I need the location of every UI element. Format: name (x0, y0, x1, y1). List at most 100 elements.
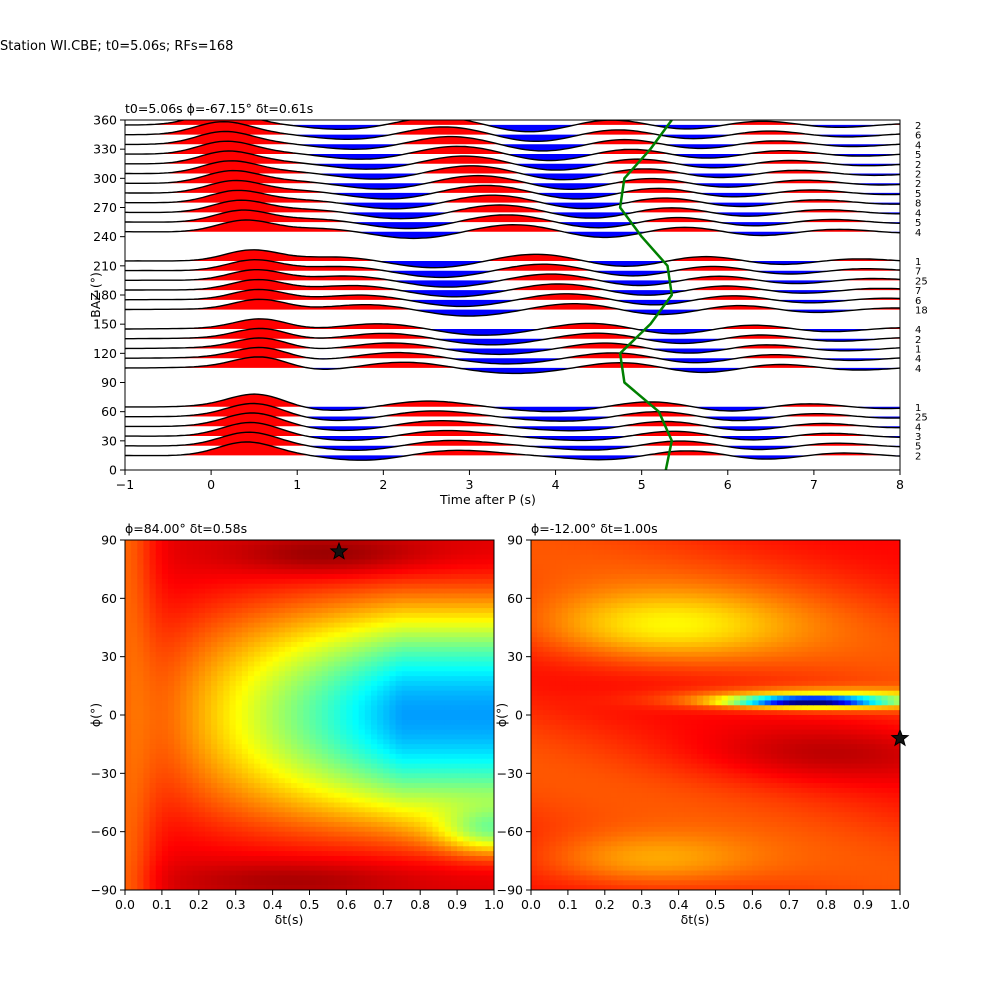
heatmap-cell (475, 680, 483, 687)
heatmap-cell (340, 860, 347, 867)
heatmap-cell (321, 705, 329, 711)
heatmap-cell (235, 783, 243, 789)
heatmap-cell (414, 787, 421, 794)
x-tick-label: 7 (810, 477, 818, 492)
heatmap-cell (155, 598, 163, 604)
heatmap-cell (321, 666, 329, 672)
heatmap-cell (346, 734, 354, 740)
heatmap-cell (327, 812, 335, 818)
heatmap-cell (198, 622, 206, 629)
heatmap-cell (223, 574, 231, 580)
heatmap-cell (174, 812, 181, 818)
heatmap-cell (272, 719, 280, 726)
heatmap-cell (143, 885, 151, 890)
heatmap-cell (211, 685, 218, 692)
heatmap-cell (457, 734, 464, 740)
heatmap-cell (266, 544, 274, 551)
heatmap-cell (174, 855, 181, 862)
heatmap-cell (192, 559, 200, 565)
heatmap-cell (481, 885, 489, 890)
heatmap-cell (137, 603, 145, 609)
heatmap-cell (155, 865, 163, 872)
heatmap-cell (561, 612, 569, 619)
heatmap-cell (432, 885, 440, 890)
heatmap-cell (278, 783, 286, 789)
heatmap-cell (401, 734, 409, 740)
heatmap-cell (198, 651, 206, 658)
heatmap-cell (487, 710, 494, 716)
heatmap-cell (161, 821, 169, 828)
heatmap-cell (174, 651, 181, 658)
heatmap-cell (186, 583, 194, 590)
heatmap-cell (309, 758, 317, 765)
heatmap-cell (444, 836, 452, 842)
heatmap-cell (457, 617, 464, 624)
heatmap-cell (223, 880, 231, 886)
heatmap-cell (395, 724, 403, 731)
heatmap-cell (395, 739, 403, 745)
heatmap-cell (438, 783, 446, 789)
heatmap-cell (395, 880, 403, 886)
heatmap-cell (352, 622, 360, 629)
heatmap-cell (475, 792, 483, 799)
heatmap-cell (297, 646, 304, 653)
heatmap-cell (284, 768, 292, 774)
heatmap-cell (125, 583, 132, 590)
heatmap-cell (450, 807, 458, 813)
heatmap-cell (284, 593, 292, 599)
heatmap-cell (438, 685, 446, 692)
heatmap-cell (131, 880, 138, 886)
heatmap-cell (463, 593, 470, 599)
heatmap-cell (254, 608, 261, 614)
heatmap-cell (291, 846, 298, 852)
heatmap-cell (346, 758, 354, 765)
heatmap-cell (186, 846, 194, 852)
heatmap-cell (432, 583, 440, 590)
heatmap-cell (383, 705, 391, 711)
heatmap-cell (168, 836, 175, 842)
heatmap-cell (543, 758, 551, 765)
heatmap-cell (481, 836, 489, 842)
heatmap-cell (125, 744, 132, 750)
heatmap-cell (327, 826, 335, 833)
heatmap-cell (143, 608, 151, 614)
heatmap-cell (549, 632, 557, 638)
heatmap-cell (549, 875, 557, 881)
heatmap-cell (266, 817, 274, 823)
heatmap-cell (204, 763, 212, 770)
heatmap-cell (364, 690, 372, 697)
heatmap-cell (438, 578, 446, 585)
heatmap-cell (407, 680, 415, 687)
heatmap-cell (420, 758, 427, 765)
heatmap-cell (278, 851, 286, 857)
heatmap-cell (371, 671, 378, 677)
heatmap-cell (407, 578, 415, 585)
heatmap-cell (223, 622, 231, 629)
heatmap-cell (315, 661, 323, 667)
heatmap-cell (192, 574, 200, 580)
heatmap-cell (549, 549, 557, 556)
heatmap-cell (475, 841, 483, 847)
heatmap-cell (235, 739, 243, 745)
heatmap-cell (395, 715, 403, 721)
heatmap-cell (555, 676, 563, 682)
heatmap-cell (389, 851, 397, 857)
heatmap-cell (463, 680, 470, 687)
heatmap-cell (254, 763, 261, 770)
heatmap-cell (352, 661, 360, 667)
heatmap-cell (211, 627, 218, 633)
heatmap-cell (334, 817, 341, 823)
heatmap-cell (241, 821, 249, 828)
heatmap-cell (469, 583, 477, 590)
heatmap-cell (254, 719, 261, 726)
heatmap-cell (211, 588, 218, 595)
heatmap-cell (297, 680, 304, 687)
heatmap-cell (481, 783, 489, 789)
heatmap-cell (420, 588, 427, 595)
heatmap-cell (137, 656, 145, 663)
heatmap-cell (241, 836, 249, 842)
heatmap-cell (137, 705, 145, 711)
heatmap-cell (278, 685, 286, 692)
heatmap-cell (155, 676, 163, 682)
heatmap-cell (161, 826, 169, 833)
